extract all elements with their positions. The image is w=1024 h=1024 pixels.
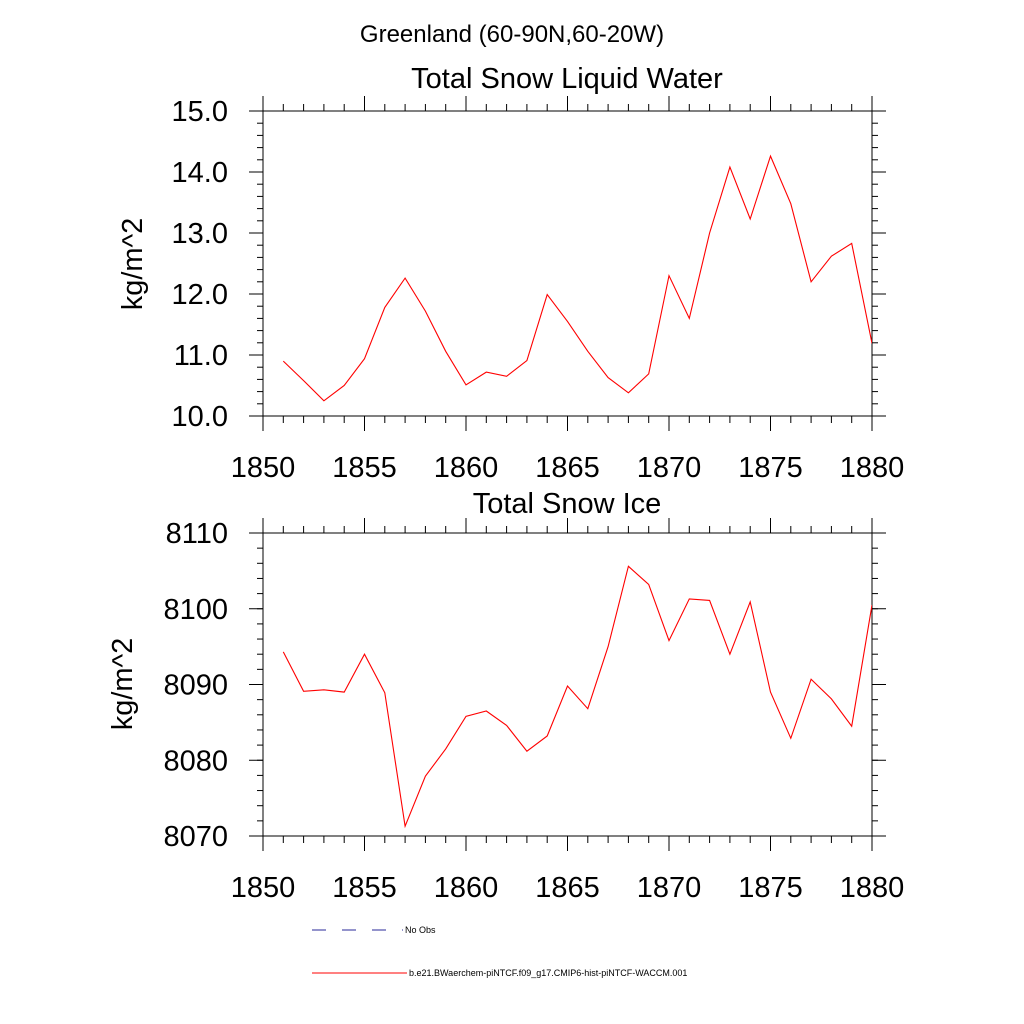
plot-area-liquid-water: 1850 1855 1860 1865 1870 1875 1880 10.0 11.0 12.0… <box>172 96 905 484</box>
x-tick-label-snow-ice: 1865 <box>535 872 600 904</box>
y-axis-label-liquid-water: kg/m^2 <box>117 218 149 311</box>
y-tick-label-liquid-water: 14.0 <box>172 157 228 189</box>
legend: No Obs b.e21.BWaerchem-piNTCF.f09_g17.CM… <box>312 925 687 978</box>
x-tick-label-liquid-water: 1855 <box>332 452 397 484</box>
y-tick-label-snow-ice: 8090 <box>163 670 228 702</box>
y-tick-label-snow-ice: 8100 <box>163 594 228 626</box>
y-tick-label-liquid-water: 13.0 <box>172 218 228 250</box>
figure-title: Greenland (60-90N,60-20W) <box>360 21 664 48</box>
chart-title-snow-ice: Total Snow Ice <box>473 488 662 520</box>
y-tick-label-liquid-water: 10.0 <box>172 401 228 433</box>
y-tick-label-liquid-water: 11.0 <box>174 340 228 372</box>
y-tick-label-liquid-water: 15.0 <box>172 96 228 128</box>
x-tick-label-snow-ice: 1875 <box>738 872 803 904</box>
plot-area-snow-ice: 1850 1855 1860 1865 1870 1875 1880 8070 8080 8090… <box>163 518 904 904</box>
y-tick-label-snow-ice: 8070 <box>163 821 228 853</box>
x-tick-label-liquid-water: 1865 <box>535 452 600 484</box>
x-tick-label-snow-ice: 1860 <box>434 872 499 904</box>
x-tick-label-liquid-water: 1880 <box>840 452 905 484</box>
x-tick-label-snow-ice: 1855 <box>332 872 397 904</box>
x-tick-label-liquid-water: 1875 <box>738 452 803 484</box>
panel-snow-ice: Total Snow Ice kg/m^2 1850 1855 1860 1865 18… <box>107 488 904 904</box>
x-tick-label-liquid-water: 1870 <box>637 452 702 484</box>
y-tick-label-snow-ice: 8080 <box>163 745 228 777</box>
legend-model-label: b.e21.BWaerchem-piNTCF.f09_g17.CMIP6-his… <box>409 968 687 978</box>
y-tick-label-liquid-water: 12.0 <box>172 279 228 311</box>
x-tick-label-snow-ice: 1850 <box>231 872 296 904</box>
series-line-snow-ice <box>282 565 872 829</box>
chart-title-liquid-water: Total Snow Liquid Water <box>411 63 723 95</box>
x-tick-label-liquid-water: 1860 <box>434 452 499 484</box>
plot-frame-liquid-water <box>262 110 873 417</box>
y-tick-label-snow-ice: 8110 <box>166 518 228 550</box>
series-line-liquid-water <box>282 154 872 402</box>
plot-frame-snow-ice <box>262 532 873 837</box>
panel-liquid-water: Total Snow Liquid Water kg/m^2 1850 1855 1… <box>117 63 904 484</box>
x-tick-label-snow-ice: 1880 <box>840 872 905 904</box>
y-axis-label-snow-ice: kg/m^2 <box>107 638 139 731</box>
x-tick-label-snow-ice: 1870 <box>637 872 702 904</box>
legend-obs-label: No Obs <box>405 925 436 935</box>
x-tick-label-liquid-water: 1850 <box>231 452 296 484</box>
